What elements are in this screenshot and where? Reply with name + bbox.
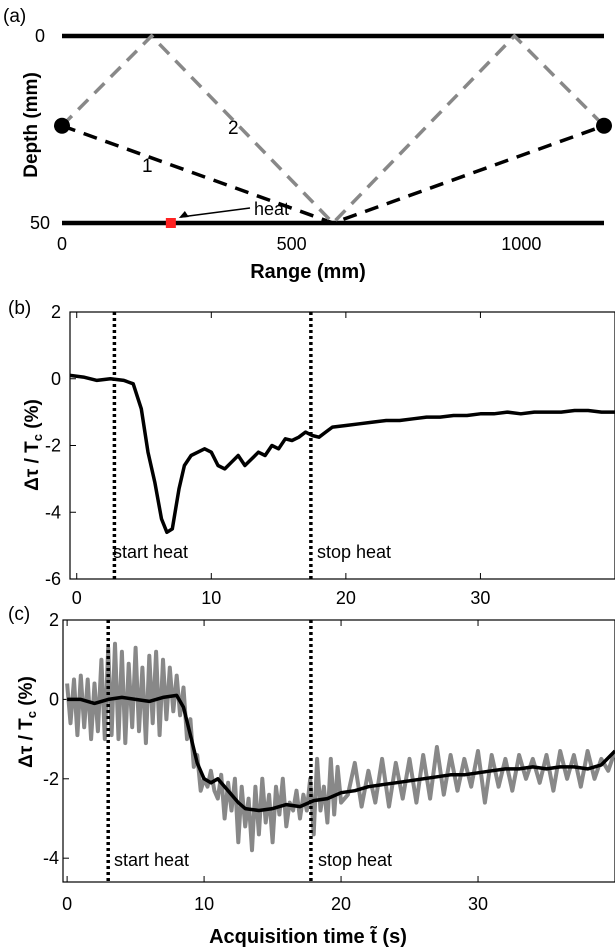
series-line-0 (69, 373, 615, 535)
x-tick-label: 30 (468, 894, 488, 914)
panel-a: (a) Depth (mm) Range (mm) heat 120 500 100… (3, 6, 612, 283)
y-axis-label-b: Δτ / Tc (%) (22, 399, 45, 491)
stop-heat-label-b: stop heat (317, 542, 391, 562)
heat-arrowhead (178, 211, 189, 218)
y-tick-label-a: 50 (30, 213, 50, 233)
endpoint-marker (54, 117, 70, 134)
panel-b: (b) Δτ / Tc (%) start heat stop heat 0 10… (8, 298, 615, 608)
x-tick-label-a: 0 (57, 234, 67, 254)
stop-heat-label-c: stop heat (318, 850, 392, 870)
y-tick-label: 2 (49, 610, 59, 630)
ray-2 (60, 33, 606, 226)
plot-frame-b (69, 311, 615, 580)
endpoint-marker (596, 117, 612, 134)
x-tick-label: 10 (194, 894, 214, 914)
panel-label-c: (c) (8, 604, 30, 625)
y-tick-label: -2 (45, 436, 61, 456)
y-tick-label: 0 (49, 689, 59, 709)
y-tick-label: -4 (43, 848, 59, 868)
x-tick-label: 20 (331, 894, 351, 914)
x-tick-label: 10 (201, 588, 221, 608)
start-heat-label-c: start heat (114, 850, 189, 870)
panel-label-a: (a) (3, 6, 26, 27)
start-heat-label-b: start heat (113, 542, 188, 562)
x-tick-label-a: 1000 (501, 234, 541, 254)
x-tick-label: 20 (336, 588, 356, 608)
y-tick-label: -6 (45, 569, 61, 589)
y-axis-label-c: Δτ / Tc (%) (16, 676, 39, 768)
ray-1 (61, 124, 605, 225)
panel-c: (c) Δτ / Tc (%) start heat stop heat Acq… (8, 604, 615, 948)
y-tick-label-a: 0 (35, 26, 45, 46)
x-tick-label: 30 (470, 588, 490, 608)
heat-arrow (180, 207, 251, 218)
x-axis-label-a: Range (mm) (250, 261, 366, 283)
ray-label-1: 1 (142, 156, 153, 177)
y-tick-label: -4 (45, 502, 61, 522)
series-line-raw (65, 641, 615, 853)
y-tick-label: 2 (51, 302, 61, 322)
panel-label-b: (b) (8, 298, 31, 319)
plot-frame-c (62, 619, 615, 883)
y-tick-label: 0 (51, 369, 61, 389)
y-axis-label-a: Depth (mm) (21, 72, 42, 178)
x-tick-label: 0 (62, 894, 72, 914)
heat-label: heat (254, 199, 289, 219)
x-axis-label-c: Acquisition time t̃ (s) (209, 925, 407, 948)
series-line-smoothed (67, 693, 615, 813)
x-tick-label-a: 500 (277, 234, 307, 254)
heat-marker (165, 218, 176, 228)
y-tick-label: -2 (43, 769, 59, 789)
x-tick-label: 0 (72, 588, 82, 608)
ray-label-2: 2 (228, 118, 239, 139)
